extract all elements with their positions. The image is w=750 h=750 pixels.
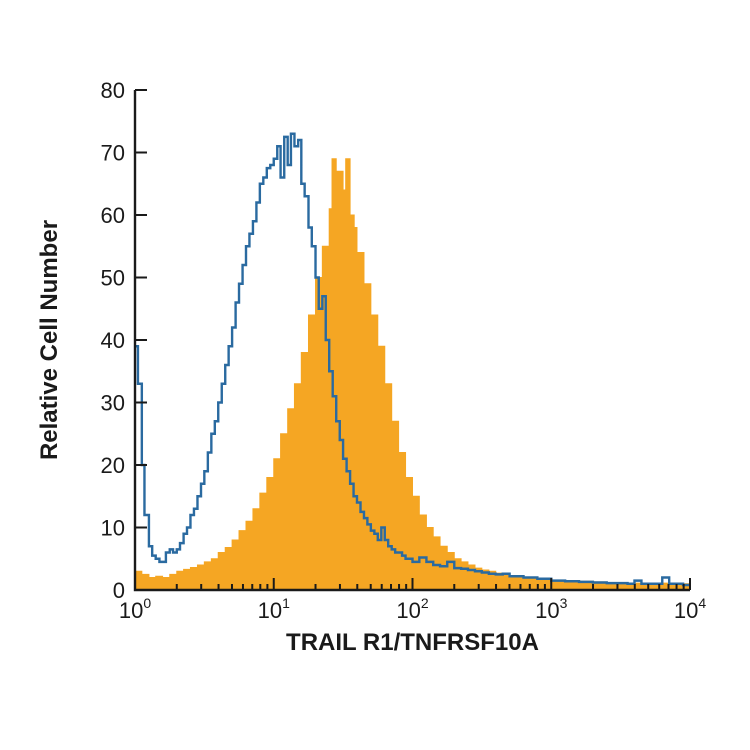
y-tick-label: 10	[101, 516, 125, 541]
y-tick-label: 70	[101, 141, 125, 166]
y-tick-label: 30	[101, 391, 125, 416]
flow-cytometry-histogram: 01020304050607080100101102103104Relative…	[0, 0, 750, 750]
x-tick-label: 103	[535, 595, 567, 623]
histogram-filled	[135, 159, 690, 590]
y-tick-label: 50	[101, 266, 125, 291]
x-tick-label: 100	[119, 595, 151, 623]
y-tick-label: 60	[101, 203, 125, 228]
y-axis-label: Relative Cell Number	[36, 220, 63, 460]
y-tick-label: 40	[101, 328, 125, 353]
y-tick-label: 20	[101, 453, 125, 478]
y-tick-label: 80	[101, 78, 125, 103]
x-tick-label: 102	[396, 595, 428, 623]
x-tick-label: 104	[674, 595, 706, 623]
chart-container: 01020304050607080100101102103104Relative…	[0, 0, 750, 750]
x-axis-label: TRAIL R1/TNFRSF10A	[286, 629, 539, 656]
x-tick-label: 101	[258, 595, 290, 623]
